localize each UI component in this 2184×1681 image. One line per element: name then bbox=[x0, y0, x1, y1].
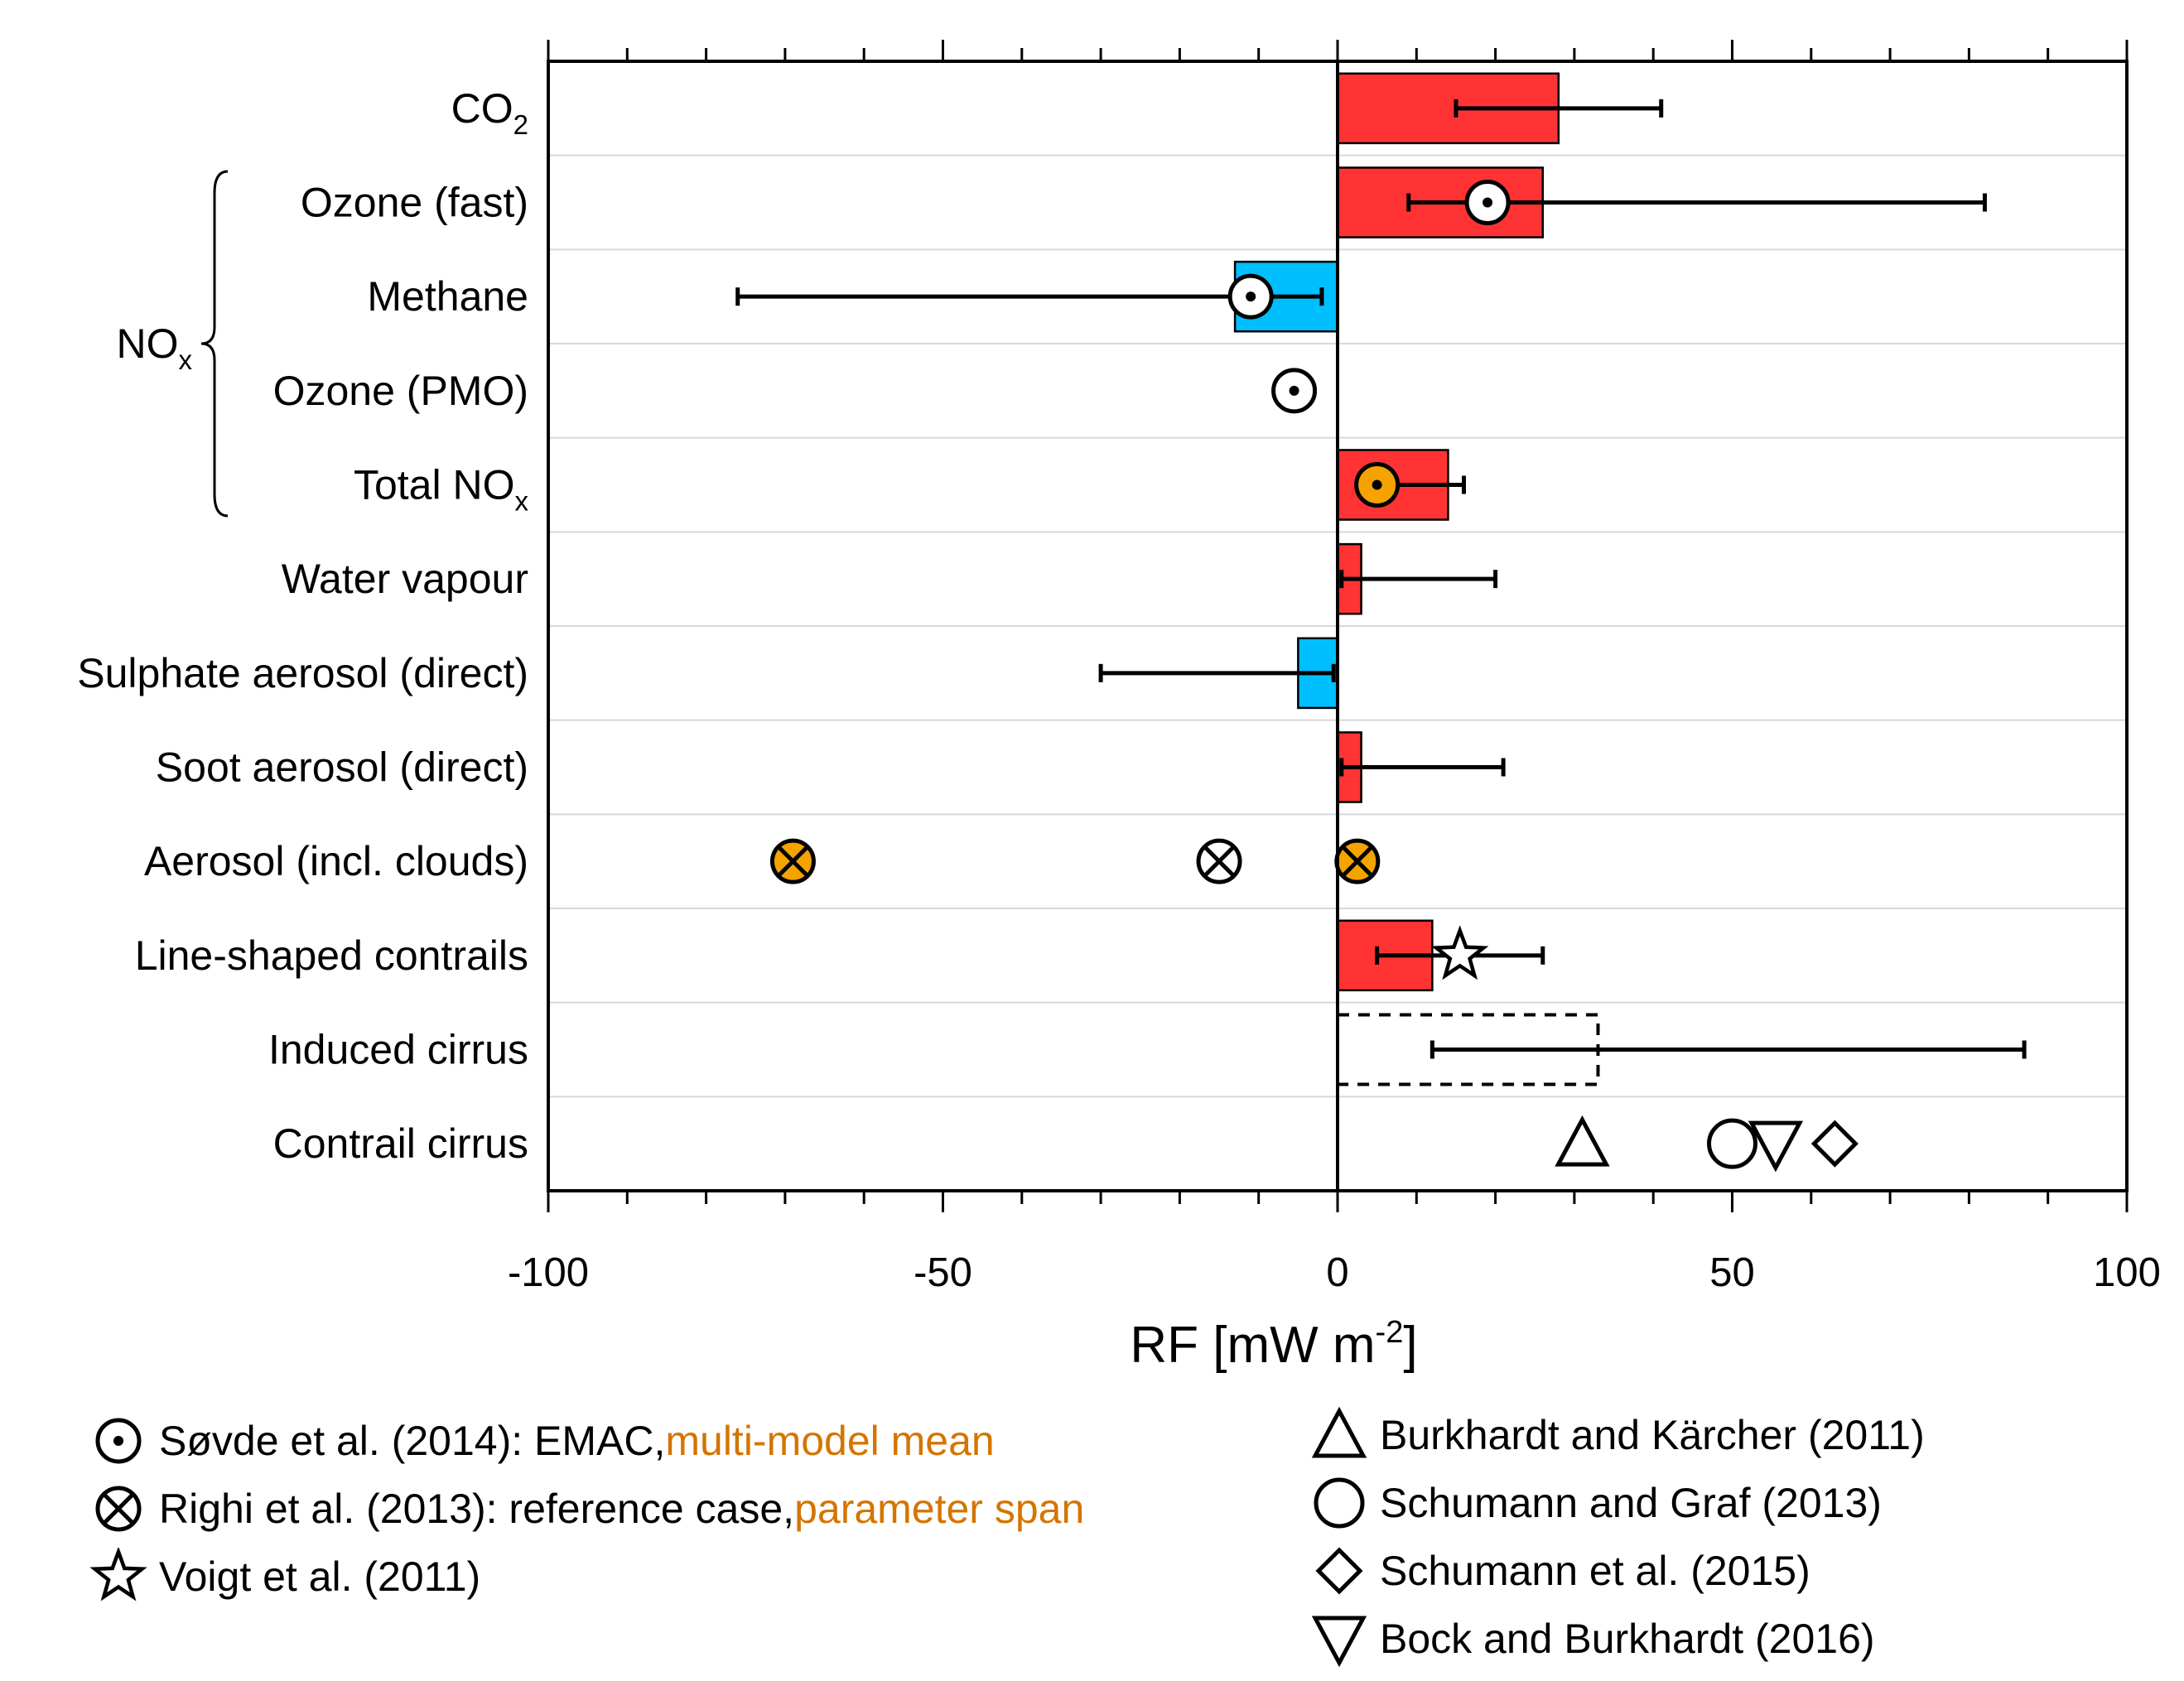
nox-group-label: NOx bbox=[117, 320, 193, 375]
circle-x-icon bbox=[95, 1486, 142, 1532]
marker-star bbox=[1431, 925, 1489, 980]
error-bar-soot bbox=[1339, 758, 1506, 777]
error-bar-water-vapour bbox=[1339, 570, 1498, 589]
legend-text-highlight: parameter span bbox=[794, 1486, 1085, 1532]
error-bars bbox=[735, 99, 2027, 1059]
star-marker-line-contrails bbox=[1431, 925, 1489, 980]
x-tick-label: -50 bbox=[914, 1250, 972, 1295]
star-legend-marker bbox=[89, 1548, 147, 1602]
markers bbox=[769, 180, 1859, 1173]
diamond-legend-marker bbox=[1315, 1547, 1363, 1595]
marker-dot bbox=[1372, 479, 1382, 490]
x-tick-label: 100 bbox=[2093, 1250, 2161, 1295]
triangle-up-legend-marker bbox=[1311, 1406, 1367, 1458]
error-bar-co2 bbox=[1454, 99, 1664, 118]
legend-item: Voigt et al. (2011) bbox=[89, 1548, 480, 1606]
circle-dot-icon bbox=[95, 1418, 142, 1464]
category-label-co2: CO2 bbox=[451, 85, 528, 140]
marker-star bbox=[89, 1548, 147, 1602]
diamond-icon bbox=[1315, 1547, 1363, 1595]
category-label-total-nox: Total NOx bbox=[354, 462, 529, 517]
category-label-water-vapour: Water vapour bbox=[282, 556, 528, 602]
marker-circle bbox=[1707, 1118, 1757, 1169]
legend-item: Bock and Burkhardt (2016) bbox=[1310, 1610, 1875, 1668]
triangle-up-marker-contrail-cirrus bbox=[1555, 1115, 1610, 1167]
circle-x-marker-aerosol-clouds bbox=[1196, 838, 1242, 884]
nox-group-bracket: NOx bbox=[117, 170, 229, 518]
circle-marker-contrail-cirrus bbox=[1707, 1118, 1757, 1169]
marker-dot bbox=[1289, 385, 1299, 396]
legend-text: Voigt et al. (2011) bbox=[159, 1553, 481, 1600]
axis-ticks: -100 -50 0 50 100 bbox=[508, 40, 2161, 1295]
category-labels: CO2 Ozone (fast) Methane Ozone (PMO) Total N… bbox=[77, 85, 528, 1167]
marker-triangle-up bbox=[1555, 1115, 1610, 1167]
star-icon bbox=[89, 1548, 147, 1602]
x-tick-label: 0 bbox=[1326, 1250, 1348, 1295]
legend-text-highlight: multi-model mean bbox=[665, 1418, 995, 1464]
category-label-sulphate: Sulphate aerosol (direct) bbox=[77, 650, 528, 696]
category-label-ozone-fast: Ozone (fast) bbox=[301, 180, 528, 226]
x-tick-label: -100 bbox=[508, 1250, 589, 1295]
marker-cross-b bbox=[1203, 845, 1235, 877]
category-label-line-contrails: Line-shaped contrails bbox=[135, 932, 528, 979]
legend-item: Burkhardt and Kärcher (2011) bbox=[1310, 1406, 1925, 1464]
error-bar-sulphate bbox=[1098, 663, 1336, 682]
marker-triangle-up bbox=[1311, 1406, 1367, 1458]
legend-text: Righi et al. (2013): reference case, bbox=[159, 1486, 795, 1532]
circle-x-marker-aerosol-clouds bbox=[1334, 838, 1381, 884]
legend-item: Schumann and Graf (2013) bbox=[1310, 1474, 1882, 1532]
marker-dot bbox=[1483, 197, 1493, 208]
marker-cross-b bbox=[103, 1493, 134, 1524]
marker-triangle-down bbox=[1748, 1120, 1804, 1173]
error-bar-methane bbox=[735, 287, 1324, 306]
triangle-down-legend-marker bbox=[1311, 1616, 1367, 1668]
category-label-methane: Methane bbox=[367, 273, 528, 320]
circle-legend-marker bbox=[1314, 1477, 1365, 1529]
error-bar-induced-cirrus bbox=[1429, 1040, 2027, 1059]
legend-text: Schumann et al. (2015) bbox=[1380, 1548, 1810, 1594]
x-tick-label: 50 bbox=[1709, 1250, 1755, 1295]
category-label-soot: Soot aerosol (direct) bbox=[156, 744, 528, 791]
category-label-ozone-pmo: Ozone (PMO) bbox=[273, 368, 528, 414]
circle-dot-marker-methane bbox=[1227, 273, 1274, 320]
marker-diamond bbox=[1315, 1547, 1363, 1595]
triangle-down-icon bbox=[1311, 1616, 1367, 1668]
marker-circle bbox=[1314, 1477, 1365, 1529]
legend-item: Righi et al. (2013): reference case, par… bbox=[89, 1480, 1084, 1538]
circle-icon bbox=[1314, 1477, 1365, 1529]
circle-dot-legend-marker bbox=[95, 1418, 142, 1464]
category-label-induced-cirrus: Induced cirrus bbox=[268, 1027, 528, 1073]
marker-cross-b bbox=[1342, 845, 1373, 877]
circle-dot-marker-total-nox bbox=[1354, 462, 1401, 508]
legend-text: Burkhardt and Kärcher (2011) bbox=[1380, 1412, 1925, 1458]
marker-dot bbox=[1246, 291, 1256, 302]
circle-x-legend-marker bbox=[95, 1486, 142, 1532]
legend-item: Søvde et al. (2014): EMAC, multi-model m… bbox=[89, 1412, 995, 1470]
marker-diamond bbox=[1810, 1120, 1859, 1168]
legend-text: Bock and Burkhardt (2016) bbox=[1380, 1616, 1875, 1662]
circle-dot-marker-ozone-fast bbox=[1464, 180, 1511, 225]
triangle-down-marker-contrail-cirrus bbox=[1748, 1120, 1804, 1173]
legend-text: Schumann and Graf (2013) bbox=[1380, 1480, 1882, 1526]
triangle-up-icon bbox=[1311, 1406, 1367, 1458]
x-axis-label: RF [mW m-2] bbox=[1130, 1315, 1417, 1374]
legend-text: Søvde et al. (2014): EMAC, bbox=[159, 1418, 666, 1464]
category-label-aerosol-clouds: Aerosol (incl. clouds) bbox=[144, 838, 528, 884]
circle-x-marker-aerosol-clouds bbox=[769, 838, 816, 884]
marker-cross-b bbox=[777, 845, 809, 877]
category-label-contrail-cirrus: Contrail cirrus bbox=[273, 1120, 528, 1167]
circle-dot-marker-ozone-pmo bbox=[1271, 368, 1318, 414]
legend-item: Schumann et al. (2015) bbox=[1310, 1542, 1810, 1600]
marker-dot bbox=[113, 1436, 123, 1446]
marker-triangle-down bbox=[1311, 1616, 1367, 1668]
diamond-marker-contrail-cirrus bbox=[1810, 1120, 1859, 1168]
curly-brace bbox=[200, 170, 229, 518]
